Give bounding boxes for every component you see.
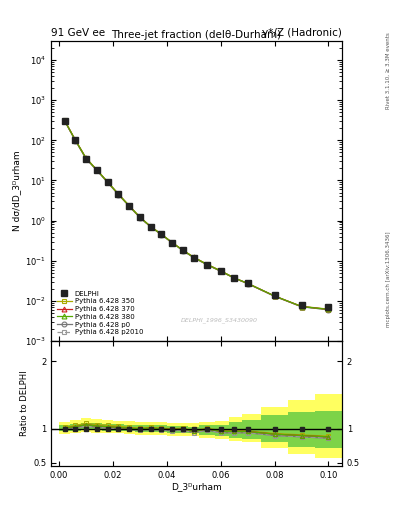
Title: Three-jet fraction (delθ-Durham): Three-jet fraction (delθ-Durham) (112, 30, 281, 40)
Text: 91 GeV ee: 91 GeV ee (51, 28, 105, 38)
Text: Rivet 3.1.10, ≥ 3.3M events: Rivet 3.1.10, ≥ 3.3M events (386, 32, 391, 109)
Y-axis label: N dσ/dD_3ᴰurham: N dσ/dD_3ᴰurham (12, 151, 21, 231)
Y-axis label: Ratio to DELPHI: Ratio to DELPHI (20, 371, 29, 436)
Text: mcplots.cern.ch [arXiv:1306.3436]: mcplots.cern.ch [arXiv:1306.3436] (386, 231, 391, 327)
X-axis label: D_3ᴰurham: D_3ᴰurham (171, 482, 222, 492)
Text: DELPHI_1996_S3430090: DELPHI_1996_S3430090 (181, 317, 258, 323)
Legend: DELPHI, Pythia 6.428 350, Pythia 6.428 370, Pythia 6.428 380, Pythia 6.428 p0, P: DELPHI, Pythia 6.428 350, Pythia 6.428 3… (55, 289, 145, 337)
Text: γ*/Z (Hadronic): γ*/Z (Hadronic) (262, 28, 342, 38)
